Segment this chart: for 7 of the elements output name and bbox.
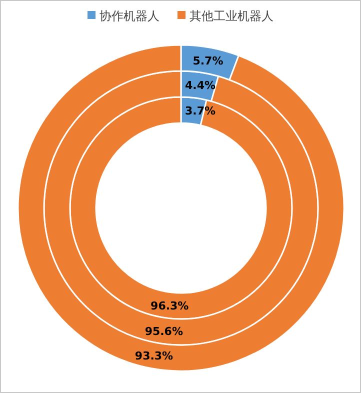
data-label: 4.4% — [185, 79, 216, 92]
data-label: 95.6% — [144, 324, 183, 338]
legend-label: 其他工业机器人 — [190, 9, 274, 23]
data-label: 5.7% — [192, 54, 224, 68]
data-label: 93.3% — [134, 350, 174, 363]
legend-label: 协作机器人 — [100, 9, 160, 23]
data-label: 96.3% — [150, 299, 189, 312]
